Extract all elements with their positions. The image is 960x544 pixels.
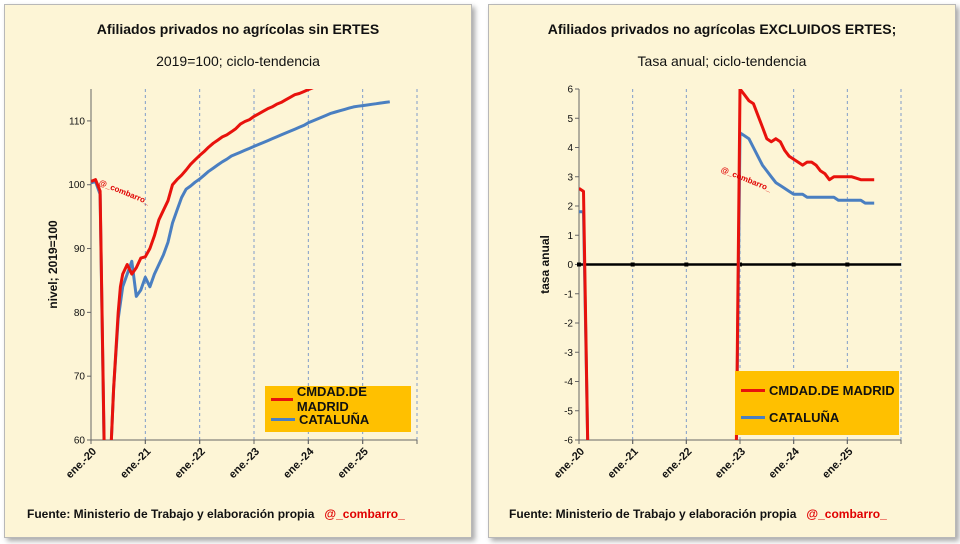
x-tick-label: ene.-21	[118, 446, 153, 481]
chart-plot-left: 60 70 80 90 100 110 ene.-20 ene.-21 ene.-22 ene.-…	[46, 89, 418, 481]
y-tick-label: 4	[567, 143, 573, 154]
legend-item-madrid: CMDAD.DE MADRID	[741, 381, 895, 399]
x-tick-marker	[845, 262, 850, 267]
x-tick-label: ene.-23	[227, 446, 262, 481]
legend: CMDAD.DE MADRID CATALUÑA	[265, 384, 411, 432]
chart-title: Afiliados privados no agrícolas EXCLUIDO…	[547, 21, 897, 37]
x-tick-label: ene.-25	[820, 446, 855, 481]
x-tick-marker	[791, 262, 796, 267]
x-tick-label: ene.-24	[281, 445, 317, 481]
y-tick-label: 70	[74, 372, 86, 383]
footer-source: Fuente: Ministerio de Trabajo y elaborac…	[27, 507, 315, 521]
footer: Fuente: Ministerio de Trabajo y elaborac…	[509, 507, 887, 521]
x-tick-label: ene.-20	[552, 446, 587, 481]
y-axis-label: tasa anual	[538, 235, 552, 294]
legend: CMDAD.DE MADRID CATALUÑA	[735, 371, 899, 435]
chart-panel-left: Afiliados privados no agrícolas sin ERTE…	[4, 4, 472, 538]
footer-handle: @_combarro_	[806, 507, 887, 521]
y-tick-label: 100	[68, 180, 85, 191]
y-tick-label: 2	[567, 202, 573, 213]
legend-item-cataluna: CATALUÑA	[741, 408, 839, 426]
y-tick-label: 90	[74, 244, 86, 255]
y-tick-label: -5	[564, 406, 573, 417]
chart-panel-right: Afiliados privados no agrícolas EXCLUIDO…	[488, 4, 956, 538]
y-tick-label: -1	[564, 289, 573, 300]
x-tick-label: ene.-23	[713, 446, 748, 481]
footer-handle: @_combarro_	[324, 507, 405, 521]
y-tick-label: -2	[564, 319, 573, 330]
legend-item-cataluna: CATALUÑA	[271, 410, 369, 428]
y-tick-label: 0	[567, 260, 573, 271]
x-tick-label: ene.-25	[335, 446, 370, 481]
y-tick-label: 3	[567, 172, 573, 183]
chart-title: Afiliados privados no agrícolas sin ERTE…	[96, 21, 380, 37]
series-line-madrid	[91, 89, 314, 440]
y-tick-label: -4	[564, 377, 573, 388]
y-tick-label: 5	[567, 114, 573, 125]
x-tick-marker	[684, 262, 689, 267]
y-tick-label: -3	[564, 348, 573, 359]
chart-subtitle: Tasa anual; ciclo-tendencia	[637, 53, 807, 69]
x-tick-label: ene.-20	[64, 446, 99, 481]
chart-subtitle: 2019=100; ciclo-tendencia	[156, 53, 320, 69]
y-axis-label: nivel; 2019=100	[46, 220, 60, 309]
y-tick-label: 110	[69, 116, 85, 127]
x-tick-label: ene.-21	[605, 446, 640, 481]
y-tick-label: 60	[74, 436, 86, 447]
x-tick-label: ene.-22	[659, 446, 694, 481]
legend-item-madrid: CMDAD.DE MADRID	[271, 384, 411, 414]
footer-source: Fuente: Ministerio de Trabajo y elaborac…	[509, 507, 797, 521]
y-tick-label: 80	[74, 308, 86, 319]
y-tick-label: -6	[564, 436, 573, 447]
x-tick-label: ene.-24	[766, 445, 802, 481]
series-line-cataluna	[579, 131, 875, 440]
footer: Fuente: Ministerio de Trabajo y elaborac…	[27, 507, 405, 521]
series-line-cataluna	[91, 100, 390, 440]
x-tick-label: ene.-22	[172, 446, 207, 481]
series-line-madrid	[579, 89, 875, 440]
x-tick-marker	[577, 262, 581, 267]
chart-plot-right: -6 -5 -4 -3 -2 -1 0 1 2 3 4 5 6 ene.-20 ene.-21 ene.-22…	[538, 85, 902, 481]
y-tick-label: 6	[567, 85, 573, 96]
y-tick-label: 1	[567, 231, 573, 242]
x-tick-marker	[630, 262, 635, 267]
